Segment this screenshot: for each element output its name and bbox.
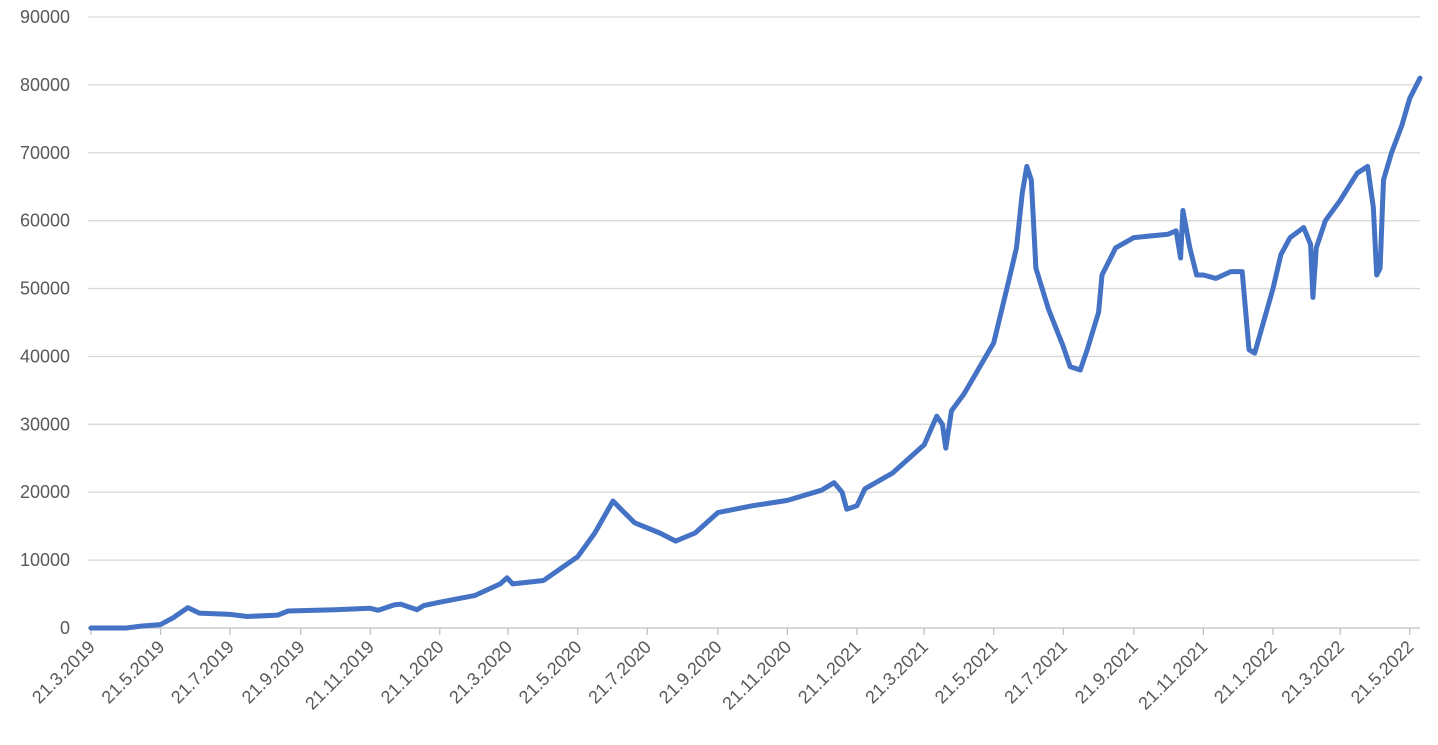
- x-tick-label: 21.7.2021: [1000, 637, 1071, 708]
- y-tick-label: 80000: [20, 75, 70, 95]
- x-tick-label: 21.9.2019: [238, 637, 309, 708]
- x-tick-label: 21.11.2019: [301, 637, 378, 714]
- x-tick-label: 21.1.2022: [1210, 637, 1281, 708]
- x-tick-label: 21.3.2022: [1277, 637, 1348, 708]
- x-tick-label: 21.3.2020: [445, 637, 516, 708]
- x-tick-label: 21.11.2021: [1134, 637, 1211, 714]
- y-tick-label: 50000: [20, 279, 70, 299]
- x-tick-label: 21.7.2020: [584, 637, 655, 708]
- x-tick-label: 21.9.2020: [655, 637, 726, 708]
- y-tick-label: 30000: [20, 414, 70, 434]
- x-tick-label: 21.11.2020: [718, 637, 795, 714]
- y-tick-label: 90000: [20, 7, 70, 27]
- x-tick-label: 21.3.2019: [28, 637, 99, 708]
- x-tick-label: 21.9.2021: [1071, 637, 1142, 708]
- y-tick-label: 60000: [20, 211, 70, 231]
- y-tick-label: 40000: [20, 346, 70, 366]
- x-tick-label: 21.5.2020: [515, 637, 586, 708]
- x-tick-label: 21.7.2019: [167, 637, 238, 708]
- line-series: [88, 75, 1423, 631]
- x-tick-label: 21.5.2019: [98, 637, 169, 708]
- y-tick-label: 0: [60, 618, 70, 638]
- x-tick-label: 21.1.2020: [377, 637, 448, 708]
- x-tick-label: 21.5.2021: [931, 637, 1002, 708]
- y-tick-label: 10000: [20, 550, 70, 570]
- x-tick-label: 21.3.2021: [861, 637, 932, 708]
- x-tick-label: 21.5.2022: [1347, 637, 1418, 708]
- y-tick-label: 70000: [20, 143, 70, 163]
- x-tick-label: 21.1.2021: [794, 637, 865, 708]
- y-tick-label: 20000: [20, 482, 70, 502]
